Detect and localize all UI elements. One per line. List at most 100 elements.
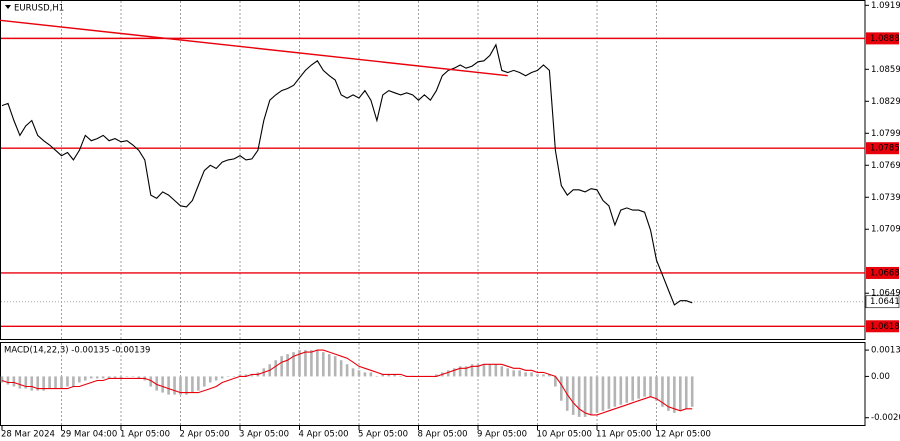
histogram-bar: [173, 376, 176, 395]
histogram-bar: [649, 376, 652, 397]
histogram-bar: [66, 376, 69, 387]
histogram-bar: [577, 376, 581, 417]
histogram-bar: [476, 364, 480, 377]
y-tick-label: 1.0739: [871, 193, 900, 203]
histogram-bar: [560, 376, 563, 401]
histogram-bar: [345, 364, 349, 377]
histogram-bar: [54, 376, 57, 389]
level-label-box: [866, 142, 899, 155]
histogram-bar: [536, 374, 539, 377]
histogram-bar: [530, 372, 533, 377]
histogram-bar: [655, 376, 658, 401]
histogram-bar: [286, 354, 289, 377]
y-tick-label: 0.00: [871, 372, 890, 382]
histogram-bar: [167, 376, 170, 395]
y-tick-label: 1.0829: [871, 97, 900, 107]
histogram-bar: [601, 376, 605, 411]
histogram-bar: [119, 376, 123, 379]
histogram-bar: [89, 376, 93, 379]
histogram-bar: [274, 360, 277, 377]
histogram-bar: [203, 376, 206, 387]
histogram-bar: [494, 364, 498, 377]
histogram-bar: [684, 376, 688, 409]
histogram-bar: [667, 376, 670, 411]
histogram-bar: [18, 376, 22, 389]
histogram-bar: [452, 368, 456, 377]
histogram-bar: [238, 374, 242, 377]
histogram-bar: [12, 376, 16, 387]
histogram-bar: [512, 370, 515, 377]
histogram-bar: [589, 376, 593, 415]
histogram-bar: [375, 376, 379, 377]
x-tick-label: 9 Apr 05:00: [477, 430, 527, 440]
x-tick-label: 4 Apr 05:00: [299, 430, 349, 440]
histogram-bar: [214, 376, 218, 381]
trendline: [0, 19, 508, 77]
histogram-bar: [155, 376, 158, 391]
histogram-bar: [107, 376, 111, 379]
level-label: 1.0668: [870, 268, 900, 278]
level-label-box: [866, 320, 899, 333]
histogram-bar: [625, 376, 629, 403]
histogram-bar: [643, 376, 646, 397]
histogram-bar: [393, 374, 396, 377]
x-tick-label: 12 Apr 05:00: [656, 430, 711, 440]
signal-line: [1, 349, 693, 416]
y-tick-label: -0.00204: [871, 413, 900, 423]
histogram-bar: [524, 372, 527, 377]
histogram-bar: [0, 376, 4, 383]
histogram-bar: [78, 376, 81, 383]
histogram-bar: [381, 374, 385, 377]
x-tick-label: 5 Apr 05:00: [358, 430, 408, 440]
level-label: 1.0618: [870, 322, 900, 332]
histogram-bar: [673, 376, 676, 413]
y-tick-label: 1.0859: [871, 65, 900, 75]
histogram-bar: [619, 376, 623, 405]
histogram-bar: [113, 376, 117, 379]
histogram-bar: [36, 376, 39, 391]
x-tick-label: 1 Apr 05:00: [120, 430, 170, 440]
current-price-box: [865, 295, 900, 309]
y-tick-label: 1.0769: [871, 161, 900, 171]
histogram-bar: [179, 376, 182, 395]
histogram-bar: [458, 366, 462, 377]
histogram-bar: [548, 374, 551, 377]
histogram-bar: [351, 368, 355, 377]
histogram-bar: [298, 350, 301, 377]
histogram-bar: [6, 376, 10, 385]
histogram-bar: [613, 376, 617, 407]
level-label: 1.0888: [870, 34, 900, 44]
histogram-bar: [500, 366, 504, 377]
histogram-bar: [30, 376, 34, 391]
histogram-bar: [322, 352, 325, 377]
histogram-bar: [327, 354, 331, 377]
histogram-bar: [316, 350, 319, 377]
histogram-bar: [482, 364, 486, 377]
histogram-bar: [84, 376, 87, 381]
histogram-bar: [595, 376, 599, 413]
histogram-bar: [191, 376, 194, 393]
histogram-bar: [488, 364, 492, 377]
histogram-bar: [310, 350, 313, 377]
histogram-bar: [226, 376, 230, 377]
histogram-bar: [149, 376, 153, 387]
histogram-bar: [583, 376, 587, 417]
histogram-bar: [232, 376, 236, 377]
histogram-bar: [607, 376, 611, 409]
histogram-bar: [339, 360, 343, 377]
menu-triangle: [5, 5, 11, 9]
histogram-bar: [571, 376, 575, 415]
histogram-bar: [333, 356, 337, 377]
chart-title: EURUSD,H1: [14, 4, 64, 14]
histogram-bar: [24, 376, 28, 389]
histogram-bar: [399, 376, 402, 377]
y-tick-label: 1.0799: [871, 129, 900, 139]
histogram-bar: [363, 372, 367, 377]
y-tick-label: 1.0709: [871, 225, 900, 235]
histogram-bar: [220, 376, 224, 379]
current-price-label: 1.0641: [870, 297, 900, 307]
histogram-bar: [387, 374, 391, 377]
y-tick-label: 1.0649: [871, 289, 900, 299]
x-tick-label: 28 Mar 2024: [1, 430, 55, 440]
level-label-box: [866, 32, 899, 45]
